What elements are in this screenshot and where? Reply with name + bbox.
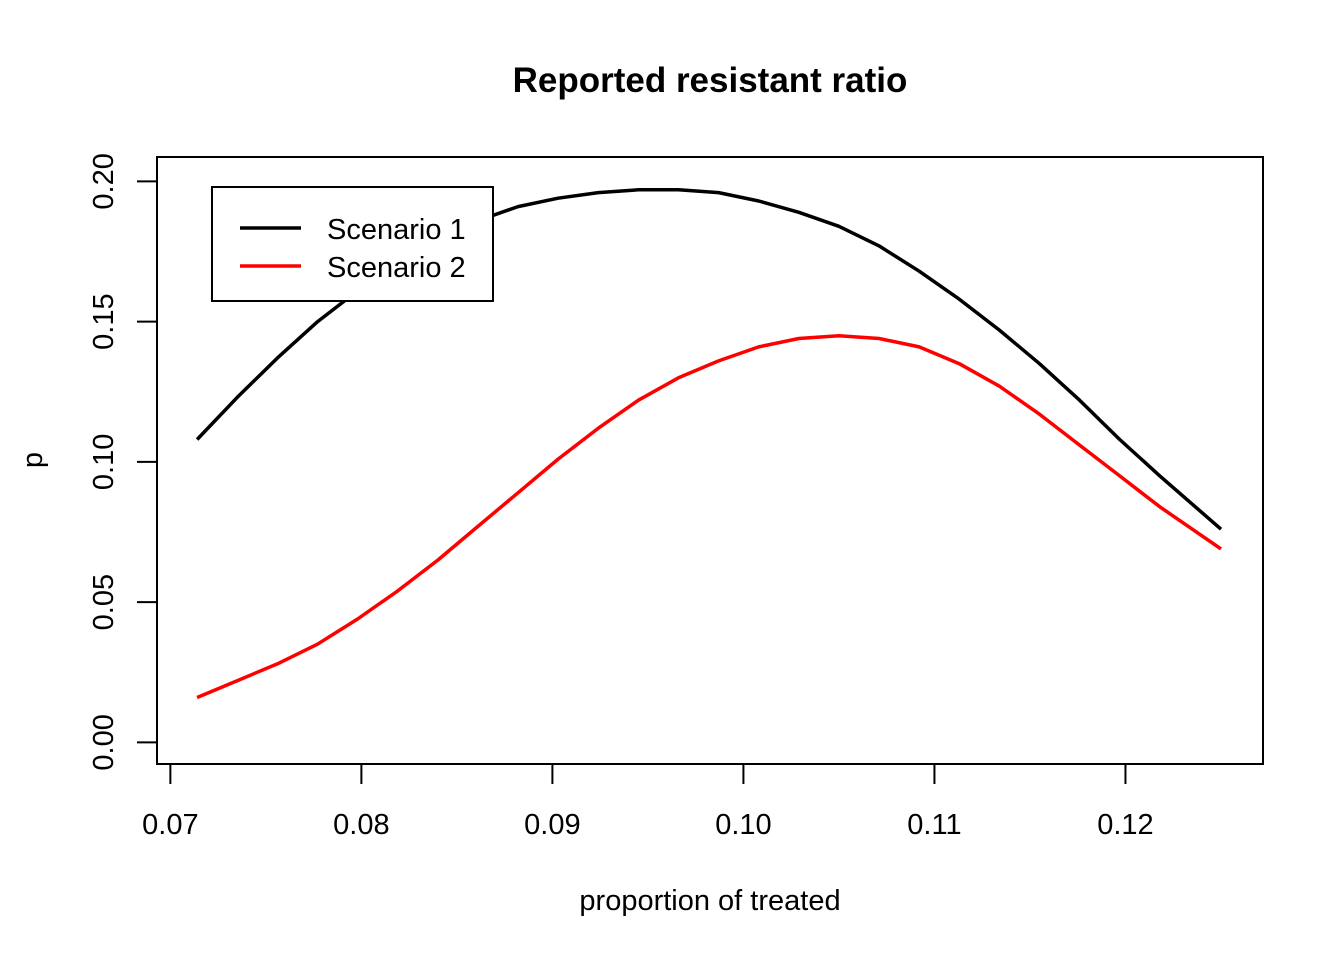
legend-label-2: Scenario 2	[327, 252, 466, 284]
x-tick-label: 0.12	[1097, 809, 1153, 841]
y-tick-label: 0.20	[88, 153, 120, 209]
legend: Scenario 1 Scenario 2	[211, 186, 494, 302]
y-tick-label: 0.05	[88, 574, 120, 630]
x-tick-label: 0.11	[907, 809, 961, 841]
x-tick-label: 0.07	[142, 809, 198, 841]
x-tick-label: 0.08	[333, 809, 389, 841]
y-axis-label: p	[17, 452, 49, 468]
x-axis-label: proportion of treated	[579, 885, 840, 917]
y-axis: 0.00 0.05 0.10 0.15 0.20	[88, 153, 158, 771]
legend-label-1: Scenario 1	[327, 214, 466, 246]
y-tick-label: 0.00	[88, 714, 120, 770]
y-tick-label: 0.15	[88, 293, 120, 349]
series-line-2	[196, 333, 1222, 700]
x-tick-label: 0.10	[715, 809, 771, 841]
x-axis: 0.07 0.08 0.09 0.10 0.11 0.12	[142, 763, 1154, 841]
x-tick-label: 0.09	[524, 809, 580, 841]
chart-title: Reported resistant ratio	[513, 61, 908, 100]
legend-box	[211, 186, 494, 302]
y-tick-label: 0.10	[88, 434, 120, 490]
